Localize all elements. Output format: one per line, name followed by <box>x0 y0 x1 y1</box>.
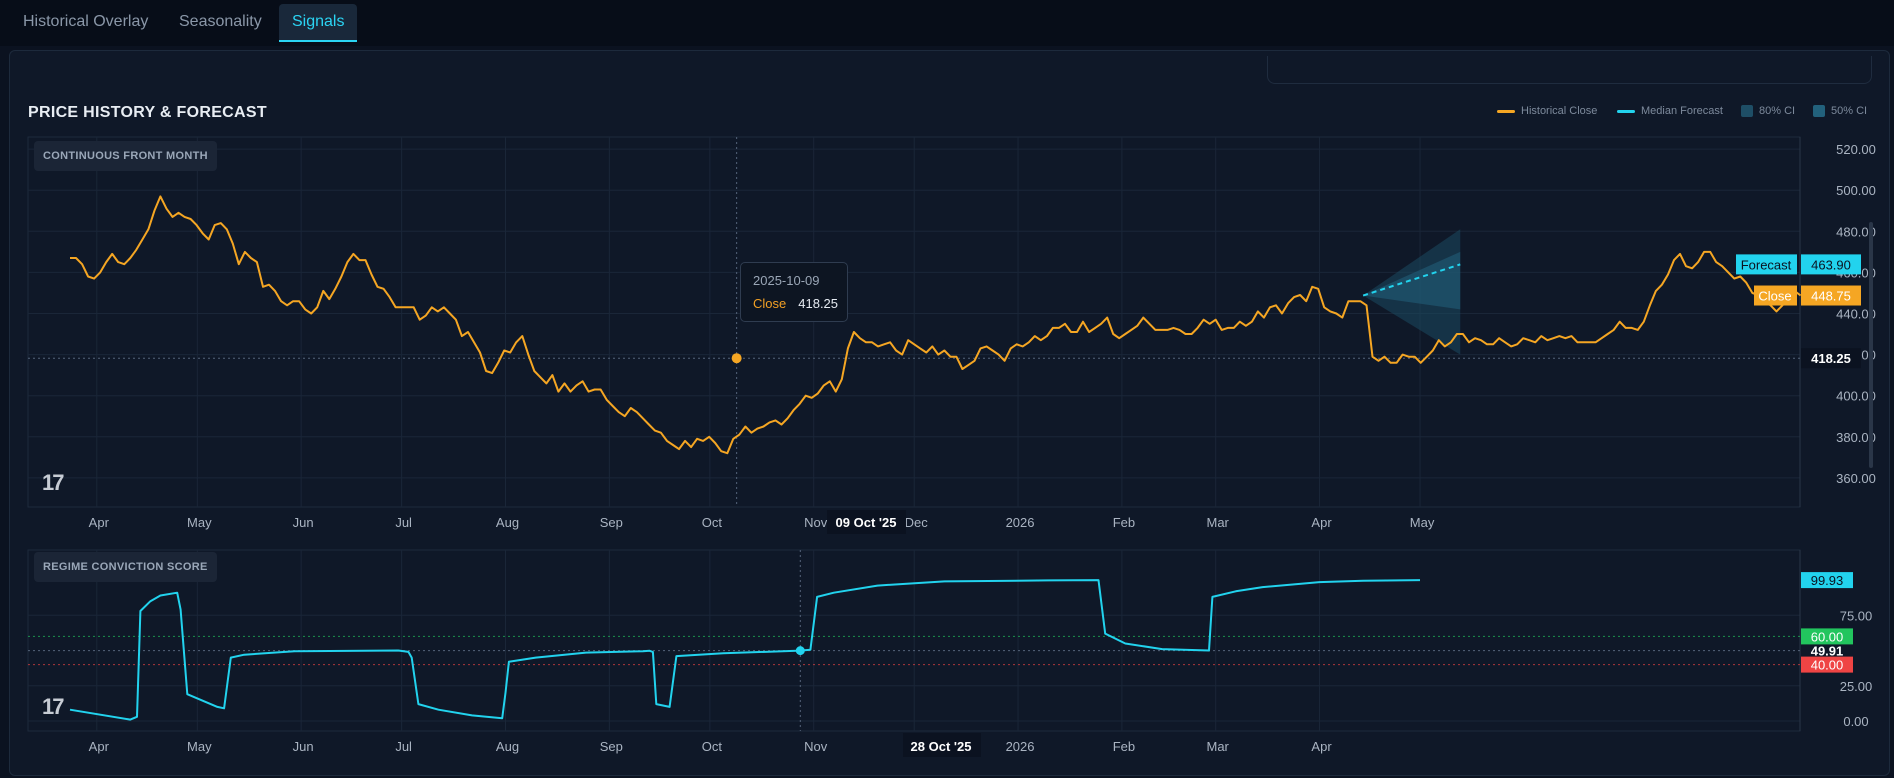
regime-crosshair-point <box>795 646 805 656</box>
crosshair-y-label-bg <box>1801 348 1861 369</box>
legend-median-forecast[interactable]: Median Forecast <box>1617 105 1723 117</box>
price-x-tick: Sep <box>600 515 623 530</box>
regime-latest-tag-bg <box>1801 572 1853 589</box>
tab-seasonality[interactable]: Seasonality <box>179 13 262 30</box>
regime-chart[interactable]: 0.0025.0075.00AprMayJunJulAugSepOctNovDe… <box>0 540 1894 778</box>
price-x-tick: Mar <box>1207 515 1230 530</box>
price-y-tick: 360.00 <box>1836 471 1876 486</box>
regime-x-tick: May <box>187 739 212 754</box>
forecast-name-tag-text: Forecast <box>1741 257 1792 272</box>
price-y-tick: 500.00 <box>1836 183 1876 198</box>
legend-swatch <box>1741 105 1753 117</box>
price-x-tick: Jul <box>395 515 412 530</box>
price-x-tick: 2026 <box>1006 515 1035 530</box>
legend-swatch <box>1813 105 1825 117</box>
tab-historical-overlay[interactable]: Historical Overlay <box>23 13 149 30</box>
chart-badge-regime: REGIME CONVICTION SCORE <box>34 552 217 582</box>
regime-x-tick: Mar <box>1207 739 1230 754</box>
signals-panel <box>9 50 1890 776</box>
close-name-tag <box>1754 285 1797 306</box>
top-control-box <box>1267 56 1872 84</box>
forecast-value-tag <box>1801 254 1861 275</box>
regime-x-tick: Apr <box>1311 739 1332 754</box>
price-y-tick: 520.00 <box>1836 142 1876 157</box>
forecast-name-tag <box>1736 254 1797 275</box>
chart-badge-front-month: CONTINUOUS FRONT MONTH <box>34 141 217 171</box>
legend-swatch <box>1497 109 1515 113</box>
crosshair-x-label-bg <box>827 510 906 534</box>
regime-x-tick: Oct <box>702 739 723 754</box>
price-y-tick: 480.00 <box>1836 224 1876 239</box>
legend-label: Median Forecast <box>1641 105 1723 117</box>
forecast-value-tag-text: 463.90 <box>1811 257 1851 272</box>
price-x-tick: Feb <box>1113 515 1135 530</box>
price-x-tick: Nov <box>804 515 828 530</box>
tab-signals[interactable]: Signals <box>279 4 358 42</box>
regime-y-tick: 25.00 <box>1840 679 1873 694</box>
price-x-tick: Aug <box>496 515 519 530</box>
close-name-tag-text: Close <box>1758 289 1791 304</box>
legend-ci80[interactable]: 80% CI <box>1741 105 1795 117</box>
regime-x-tick: Jun <box>293 739 314 754</box>
close-value-tag-text: 448.75 <box>1811 289 1851 304</box>
price-x-tick: Dec <box>905 515 929 530</box>
legend-swatch <box>1617 109 1635 113</box>
regime-x-tick: Nov <box>804 739 828 754</box>
regime-x-tick: Apr <box>89 739 110 754</box>
legend-label: 80% CI <box>1759 105 1796 117</box>
tooltip-value: 418.25 <box>798 296 839 311</box>
regime-crosshair-x-label: 28 Oct '25 <box>911 739 972 754</box>
regime-crosshair-y-label: 49.91 <box>1811 644 1844 659</box>
threshold-low-tag-bg <box>1801 656 1853 673</box>
regime-x-tick: 2026 <box>1006 739 1035 754</box>
legend-historical-close[interactable]: Historical Close <box>1497 105 1597 117</box>
tooltip-label: Close <box>753 296 787 311</box>
price-x-tick: Apr <box>1311 515 1332 530</box>
close-value-tag <box>1801 285 1861 306</box>
regime-crosshair-x-label-bg <box>903 733 981 757</box>
threshold-low-tag: 40.00 <box>1811 658 1844 673</box>
regime-score-line <box>69 579 1421 721</box>
threshold-high-tag-bg <box>1801 628 1853 645</box>
tab-bar: Historical Overlay Seasonality Signals <box>0 0 1894 46</box>
tradingview-logo-icon[interactable]: 17 <box>42 470 65 495</box>
price-tooltip: 2025-10-09 Close 418.25 <box>740 262 848 322</box>
ci50-band <box>1363 251 1461 310</box>
crosshair-x-label: 09 Oct '25 <box>836 515 897 530</box>
regime-x-tick: Aug <box>496 739 519 754</box>
crosshair-point <box>731 353 742 364</box>
price-y-tick: 400.00 <box>1836 389 1876 404</box>
legend-label: 50% CI <box>1831 105 1868 117</box>
tooltip-date: 2025-10-09 <box>753 273 820 288</box>
crosshair-y-label: 418.25 <box>1811 351 1851 366</box>
tradingview-logo-icon[interactable]: 17 <box>42 694 65 719</box>
regime-latest-tag: 99.93 <box>1811 573 1844 588</box>
regime-x-tick: Jul <box>395 739 412 754</box>
median-forecast-line <box>1362 263 1461 297</box>
legend-ci50[interactable]: 50% CI <box>1813 105 1867 117</box>
regime-y-tick: 0.00 <box>1843 714 1868 729</box>
regime-y-tick: 75.00 <box>1840 608 1873 623</box>
price-chart[interactable]: 360.00380.00400.00420.00440.00460.00480.… <box>0 0 1894 540</box>
regime-x-tick: Feb <box>1113 739 1135 754</box>
historical-close-line <box>70 195 1802 455</box>
price-x-tick: Apr <box>89 515 110 530</box>
price-x-tick: Oct <box>702 515 723 530</box>
legend-label: Historical Close <box>1521 105 1598 117</box>
threshold-high-tag: 60.00 <box>1811 629 1844 644</box>
price-x-tick: May <box>1410 515 1435 530</box>
price-x-tick: Jun <box>293 515 314 530</box>
regime-x-tick: Sep <box>600 739 623 754</box>
panel-title: PRICE HISTORY & FORECAST <box>28 104 267 121</box>
scrollbar[interactable] <box>1869 222 1873 468</box>
price-y-tick: 440.00 <box>1836 307 1876 322</box>
price-y-tick: 380.00 <box>1836 430 1876 445</box>
price-x-tick: May <box>187 515 212 530</box>
